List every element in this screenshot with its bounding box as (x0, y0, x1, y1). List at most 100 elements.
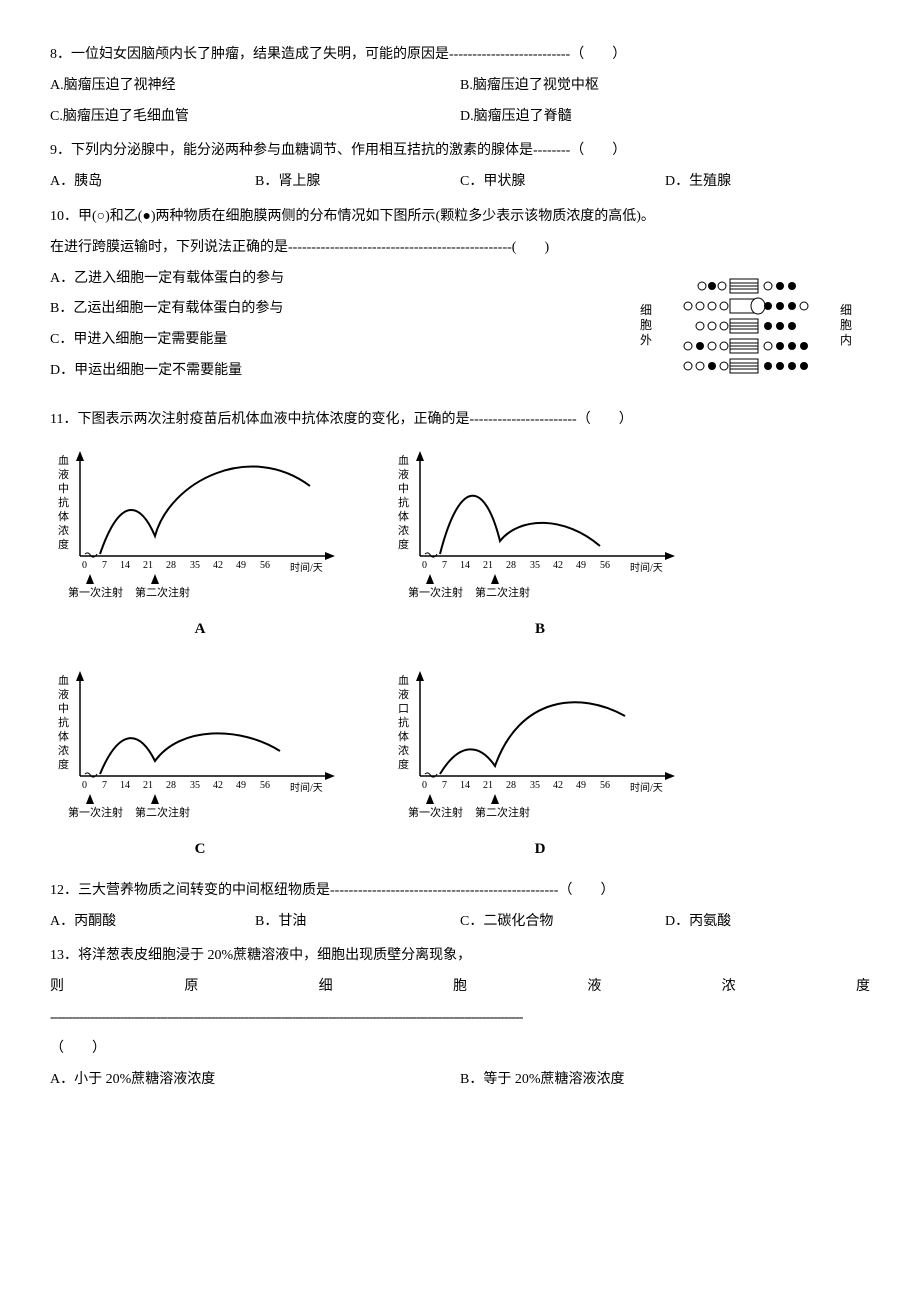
chart-d-label: D (390, 833, 690, 866)
question-9: 9．下列内分泌腺中，能分泌两种参与血糖调节、作用相互拮抗的激素的腺体是-----… (50, 136, 870, 198)
label-cell-outside: 细 (640, 303, 652, 317)
svg-text:第二次注射: 第二次注射 (475, 585, 530, 599)
svg-text:56: 56 (600, 780, 610, 791)
q8-opt-d: D.脑瘤压迫了脊髓 (460, 102, 870, 133)
svg-text:液: 液 (398, 467, 409, 481)
svg-text:7: 7 (102, 780, 107, 791)
svg-text:浓: 浓 (398, 744, 409, 757)
svg-text:0: 0 (422, 560, 427, 571)
svg-text:35: 35 (190, 780, 200, 791)
svg-text:度: 度 (398, 537, 409, 551)
svg-text:42: 42 (213, 560, 223, 571)
q10-opt-a: A．乙进入细胞一定有载体蛋白的参与 (50, 264, 620, 295)
question-12: 12．三大营养物质之间转变的中间枢纽物质是-------------------… (50, 876, 870, 938)
chart-c: 血液中抗体浓度 0714212835424956 时间/天 第一次注射 第二次注… (50, 666, 350, 866)
q13-dash: ----------------------------------------… (50, 1003, 870, 1034)
q10-stem1: 10．甲(○)和乙(●)两种物质在细胞膜两侧的分布情况如下图所示(颗粒多少表示该… (50, 202, 870, 233)
svg-text:7: 7 (442, 560, 447, 571)
svg-text:14: 14 (460, 780, 470, 791)
svg-text:第一次注射: 第一次注射 (68, 585, 123, 599)
svg-text:浓: 浓 (58, 744, 69, 757)
svg-text:0: 0 (82, 780, 87, 791)
svg-text:第一次注射: 第一次注射 (408, 585, 463, 599)
chart-c-label: C (50, 833, 350, 866)
svg-text:浓: 浓 (398, 524, 409, 537)
svg-text:体: 体 (58, 509, 69, 523)
svg-text:液: 液 (398, 687, 409, 701)
svg-text:第一次注射: 第一次注射 (68, 805, 123, 819)
q12-opt-b: B．甘油 (255, 907, 460, 938)
question-10: 10．甲(○)和乙(●)两种物质在细胞膜两侧的分布情况如下图所示(颗粒多少表示该… (50, 202, 870, 401)
svg-text:49: 49 (236, 560, 246, 571)
q8-stem: 8．一位妇女因脑颅内长了肿瘤，结果造成了失明，可能的原因是-----------… (50, 40, 870, 71)
svg-text:抗: 抗 (398, 715, 409, 729)
q10-opt-b: B．乙运出细胞一定有载体蛋白的参与 (50, 294, 620, 325)
svg-text:液: 液 (58, 467, 69, 481)
svg-text:28: 28 (506, 560, 516, 571)
chart-b: 血液中抗体浓度 0714212835424956 时间/天 第一次注射 第二次注… (390, 446, 690, 646)
chart-a-label: A (50, 613, 350, 646)
q9-opt-d: D．生殖腺 (665, 167, 870, 198)
svg-text:时间/天: 时间/天 (630, 561, 663, 574)
q11-stem: 11．下图表示两次注射疫苗后机体血液中抗体浓度的变化，正确的是---------… (50, 405, 870, 436)
svg-text:血: 血 (398, 673, 409, 687)
svg-text:35: 35 (530, 560, 540, 571)
q12-opt-d: D．丙氨酸 (665, 907, 870, 938)
q9-opt-a: A．胰岛 (50, 167, 255, 198)
svg-text:28: 28 (166, 780, 176, 791)
svg-text:度: 度 (398, 757, 409, 771)
svg-text:胞: 胞 (640, 318, 652, 332)
svg-text:体: 体 (398, 729, 409, 743)
svg-text:7: 7 (442, 780, 447, 791)
svg-text:血: 血 (58, 453, 69, 467)
svg-text:42: 42 (553, 780, 563, 791)
q9-stem: 9．下列内分泌腺中，能分泌两种参与血糖调节、作用相互拮抗的激素的腺体是-----… (50, 136, 870, 167)
q12-options: A．丙酮酸 B．甘油 C．二碳化合物 D．丙氨酸 (50, 907, 870, 938)
svg-text:时间/天: 时间/天 (630, 781, 663, 794)
chart-a: 血液中抗体浓度 0714212835424956 时间/天 第一次注射 第二次注… (50, 446, 350, 646)
svg-text:体: 体 (58, 729, 69, 743)
svg-text:42: 42 (553, 560, 563, 571)
q9-opt-c: C．甲状腺 (460, 167, 665, 198)
svg-text:21: 21 (143, 780, 153, 791)
svg-text:56: 56 (260, 560, 270, 571)
question-13: 13．将洋葱表皮细胞浸于 20%蔗糖溶液中，细胞出现质壁分离现象， 则 原 细 … (50, 941, 870, 1095)
svg-text:抗: 抗 (398, 495, 409, 509)
svg-text:56: 56 (600, 560, 610, 571)
membrane-svg: 细 胞 外 细 胞 内 (630, 269, 860, 389)
svg-text:第一次注射: 第一次注射 (408, 805, 463, 819)
q8-opt-b: B.脑瘤压迫了视觉中枢 (460, 71, 870, 102)
q13-opt-a: A．小于 20%蔗糖溶液浓度 (50, 1065, 460, 1096)
q12-opt-a: A．丙酮酸 (50, 907, 255, 938)
q8-opt-a: A.脑瘤压迫了视神经 (50, 71, 460, 102)
svg-text:56: 56 (260, 780, 270, 791)
svg-text:内: 内 (840, 333, 852, 347)
q13-stem: 13．将洋葱表皮细胞浸于 20%蔗糖溶液中，细胞出现质壁分离现象， (50, 941, 870, 972)
svg-text:中: 中 (58, 482, 69, 495)
chart-d: 血液口抗体浓度 0714212835424956 时间/天 第一次注射 第二次注… (390, 666, 690, 866)
svg-text:血: 血 (398, 453, 409, 467)
svg-text:中: 中 (398, 482, 409, 495)
q12-stem: 12．三大营养物质之间转变的中间枢纽物质是-------------------… (50, 876, 870, 907)
svg-text:49: 49 (576, 780, 586, 791)
svg-text:浓: 浓 (58, 524, 69, 537)
q8-opt-c: C.脑瘤压迫了毛细血管 (50, 102, 460, 133)
q10-opt-d: D．甲运出细胞一定不需要能量 (50, 356, 620, 387)
q11-charts: 血液中抗体浓度 0714212835424956 时间/天 第一次注射 第二次注… (50, 446, 870, 866)
q10-options: A．乙进入细胞一定有载体蛋白的参与 B．乙运出细胞一定有载体蛋白的参与 C．甲进… (50, 264, 620, 387)
svg-text:0: 0 (82, 560, 87, 571)
question-11: 11．下图表示两次注射疫苗后机体血液中抗体浓度的变化，正确的是---------… (50, 405, 870, 865)
svg-text:21: 21 (143, 560, 153, 571)
svg-text:体: 体 (398, 509, 409, 523)
q10-stem2: 在进行跨膜运输时，下列说法正确的是-----------------------… (50, 233, 870, 264)
svg-text:49: 49 (576, 560, 586, 571)
question-8: 8．一位妇女因脑颅内长了肿瘤，结果造成了失明，可能的原因是-----------… (50, 40, 870, 132)
svg-text:外: 外 (640, 333, 652, 347)
q8-options: A.脑瘤压迫了视神经 B.脑瘤压迫了视觉中枢 C.脑瘤压迫了毛细血管 D.脑瘤压… (50, 71, 870, 133)
q9-opt-b: B．肾上腺 (255, 167, 460, 198)
svg-text:第二次注射: 第二次注射 (135, 805, 190, 819)
label-cell-inside: 细 (840, 303, 852, 317)
svg-text:35: 35 (530, 780, 540, 791)
svg-text:抗: 抗 (58, 495, 69, 509)
q10-opt-c: C．甲进入细胞一定需要能量 (50, 325, 620, 356)
